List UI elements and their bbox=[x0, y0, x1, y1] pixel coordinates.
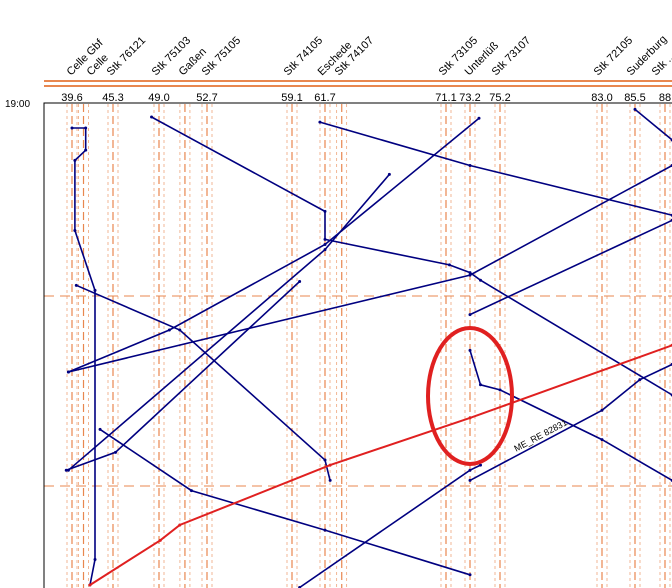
train-path[interactable] bbox=[75, 284, 331, 481]
train-stop-marker bbox=[150, 115, 154, 119]
annotation-ellipse bbox=[426, 326, 514, 466]
highlighted-train-path[interactable] bbox=[89, 344, 672, 586]
station-km: 83.0 bbox=[591, 92, 612, 104]
train-stop-marker bbox=[323, 209, 327, 213]
train-stop-marker bbox=[93, 288, 97, 292]
train-stop-marker bbox=[328, 478, 332, 482]
station-km: 61.7 bbox=[314, 92, 335, 104]
station-name: Stk 73107 bbox=[490, 35, 534, 79]
train-stop-marker bbox=[468, 573, 472, 577]
train-stop-marker bbox=[468, 468, 472, 472]
train-stop-marker bbox=[93, 557, 97, 561]
train-path[interactable] bbox=[469, 219, 672, 316]
train-path[interactable] bbox=[634, 108, 672, 141]
station-name: Stk 76121 bbox=[105, 35, 149, 79]
train-stop-marker bbox=[88, 583, 92, 587]
train-stop-marker bbox=[479, 278, 482, 282]
train-stop-marker bbox=[638, 378, 642, 382]
train-stop-marker bbox=[468, 348, 472, 352]
station-km: 59.1 bbox=[281, 92, 302, 104]
train-stop-marker bbox=[468, 313, 472, 317]
train-stop-marker bbox=[167, 328, 171, 332]
train-stop-marker bbox=[447, 263, 451, 267]
train-stop-marker bbox=[468, 478, 472, 482]
train-stop-marker bbox=[323, 237, 327, 241]
train-stop-marker bbox=[328, 463, 332, 467]
train-stop-marker bbox=[73, 229, 77, 232]
train-stop-marker bbox=[323, 528, 327, 532]
train-stop-marker bbox=[479, 383, 482, 387]
station-km: 71.1 bbox=[435, 92, 456, 104]
train-stop-marker bbox=[66, 370, 70, 374]
train-stop-marker bbox=[498, 388, 502, 392]
train-label: ME_RE 82831 bbox=[512, 417, 568, 453]
train-stop-marker bbox=[158, 538, 162, 542]
station-km: 39.6 bbox=[61, 92, 82, 104]
train-stop-marker bbox=[323, 458, 327, 462]
train-stop-marker bbox=[477, 116, 481, 120]
station-km: 73.2 bbox=[459, 92, 480, 104]
station-km: 85.5 bbox=[624, 92, 645, 104]
train-stop-marker bbox=[468, 273, 472, 277]
start-time-label: 19:00 bbox=[5, 99, 30, 110]
train-stop-marker bbox=[64, 468, 68, 472]
station-km: 52.7 bbox=[196, 92, 217, 104]
train-stop-marker bbox=[70, 126, 74, 130]
train-stop-marker bbox=[318, 120, 322, 124]
train-stop-marker bbox=[73, 158, 77, 162]
train-path[interactable] bbox=[68, 117, 480, 373]
train-stop-marker bbox=[298, 280, 302, 283]
station-km: 45.3 bbox=[102, 92, 123, 104]
plot-frame bbox=[43, 102, 672, 588]
train-path[interactable] bbox=[72, 127, 96, 586]
train-stop-marker bbox=[98, 427, 102, 431]
train-stop-marker bbox=[323, 248, 327, 252]
train-stop-marker bbox=[189, 489, 193, 493]
train-stop-marker bbox=[468, 271, 472, 275]
train-stop-marker bbox=[600, 438, 604, 442]
train-stop-marker bbox=[74, 283, 78, 287]
train-stop-marker bbox=[84, 148, 88, 152]
train-stop-marker bbox=[633, 107, 637, 111]
train-stop-marker bbox=[600, 408, 604, 412]
train-path[interactable] bbox=[99, 428, 471, 576]
train-stop-marker bbox=[387, 172, 391, 176]
train-stop-marker bbox=[468, 416, 472, 420]
train-path[interactable] bbox=[319, 121, 672, 216]
train-stop-marker bbox=[178, 523, 182, 527]
train-stop-marker bbox=[84, 126, 88, 130]
train-stop-marker bbox=[113, 450, 117, 454]
train-paths[interactable]: ME_RE 82831 bbox=[64, 107, 672, 588]
train-stop-marker bbox=[178, 328, 182, 332]
train-path[interactable] bbox=[469, 363, 672, 482]
train-stop-marker bbox=[468, 163, 472, 167]
station-km: 88 bbox=[659, 92, 671, 104]
station-km: 49.0 bbox=[148, 92, 169, 104]
grid bbox=[44, 104, 672, 588]
station-km: 75.2 bbox=[489, 92, 510, 104]
train-stop-marker bbox=[323, 243, 327, 247]
